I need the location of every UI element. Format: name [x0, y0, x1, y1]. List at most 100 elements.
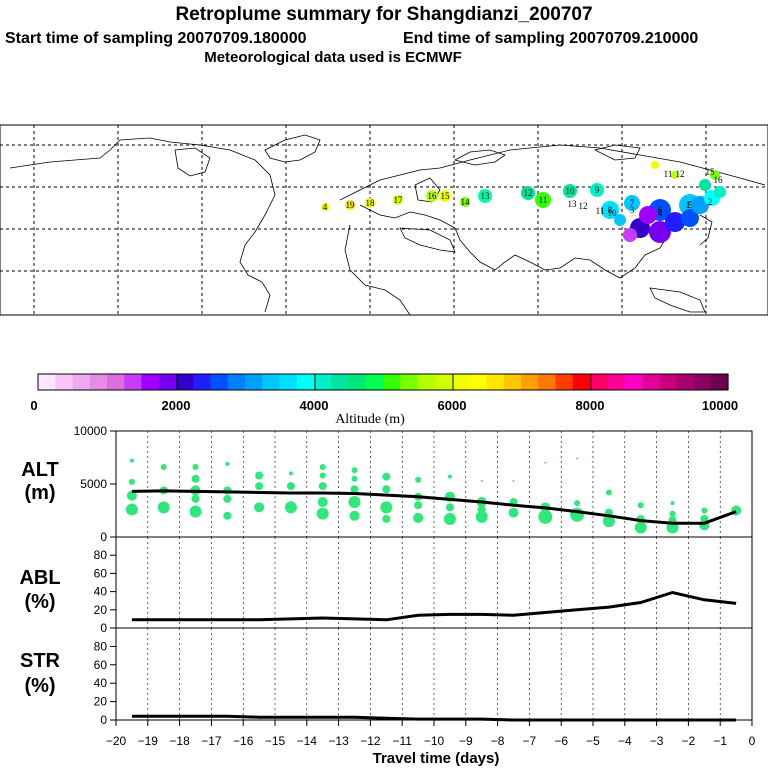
alt-scatter-point — [382, 472, 391, 481]
plume-day-label: 10 — [566, 186, 576, 196]
plume-day-label: 17 — [394, 195, 404, 205]
plume-marker — [460, 197, 470, 207]
plume-day-label: 16 — [428, 191, 438, 201]
colorbar-swatch — [89, 374, 108, 390]
alt-scatter-point — [255, 482, 264, 491]
alt-scatter-point — [544, 461, 547, 464]
colorbar-swatch — [124, 374, 143, 390]
alt-scatter-point — [191, 474, 200, 483]
plume-marker — [624, 195, 640, 211]
alt-scatter-point — [637, 502, 644, 509]
colorbar-swatch — [158, 374, 177, 390]
map-coastlines — [9, 134, 766, 316]
colorbar-swatch — [55, 374, 74, 390]
alt-scatter-point — [286, 482, 295, 491]
alt-scatter-point — [382, 485, 391, 494]
abl-tick-label: 60 — [94, 566, 108, 580]
plume-day-label: 12 — [524, 188, 533, 198]
str-tick-label: 0 — [100, 713, 107, 727]
alt-scatter-point — [255, 471, 264, 480]
alt-scatter-point — [602, 515, 615, 528]
colorbar-swatch — [417, 374, 436, 390]
plume-day-label: 5 — [688, 200, 693, 210]
alt-scatter-point — [223, 494, 232, 503]
alt-scatter-point — [192, 464, 199, 471]
abl-series-line — [131, 590, 737, 622]
alt-scatter-point — [349, 510, 360, 521]
plume-marker — [478, 189, 492, 203]
x-tick-label: −12 — [360, 734, 381, 748]
colorbar-swatch — [641, 374, 660, 390]
colorbar-swatch — [72, 374, 91, 390]
colorbar-tick-label: 4000 — [300, 398, 329, 413]
plume-day-label: 1 — [686, 200, 691, 210]
plume-marker — [563, 184, 577, 198]
alt-scatter-point — [538, 509, 553, 524]
colorbar-swatch — [262, 374, 281, 390]
x-tick-label: −19 — [138, 734, 159, 748]
plume-marker — [623, 228, 637, 242]
alt-scatter-point — [191, 494, 200, 503]
alt-scatter-point — [414, 501, 423, 510]
str-tick-label: 20 — [94, 695, 108, 709]
colorbar-swatch — [538, 374, 557, 390]
alt-scatter-point — [128, 478, 135, 485]
plume-day-label: 18 — [366, 198, 376, 208]
alt-scatter-point — [189, 505, 202, 518]
x-tick-label: −6 — [554, 734, 568, 748]
alt-scatter-point — [223, 511, 232, 520]
str-tick-label: 40 — [94, 676, 108, 690]
x-tick-label: −3 — [650, 734, 664, 748]
plume-day-label: 9 — [595, 185, 600, 195]
plume-marker — [439, 190, 451, 202]
plume-marker — [321, 203, 329, 211]
alt-scatter-point — [574, 500, 581, 507]
plume-day-label: 4 — [323, 202, 328, 212]
colorbar-swatch — [141, 374, 160, 390]
map-graticule — [0, 125, 768, 315]
alt-scatter-point — [670, 501, 675, 506]
str-series-line — [131, 714, 737, 722]
colorbar-swatch — [503, 374, 522, 390]
colorbar-swatch — [693, 374, 712, 390]
alt-tick-label: 10000 — [74, 424, 108, 438]
colorbar-tick-label: 2000 — [162, 398, 191, 413]
abl-tick-label: 80 — [94, 548, 108, 562]
colorbar-swatch — [624, 374, 643, 390]
plume-day-label: 13 — [481, 191, 491, 201]
colorbar-swatch — [607, 374, 626, 390]
alt-scatter-point — [254, 502, 265, 513]
str-label: STR — [20, 650, 61, 672]
plume-marker — [590, 183, 604, 197]
colorbar-swatch — [193, 374, 212, 390]
plume-day-label: 12 — [579, 201, 588, 211]
x-tick-label: −11 — [392, 734, 412, 748]
colorbar-tick-label: 8000 — [576, 398, 605, 413]
plume-day-label: 10 — [608, 208, 618, 218]
alt-scatter-point — [129, 458, 134, 463]
colorbar-swatch — [383, 374, 401, 390]
alt-scatter-point — [380, 501, 393, 514]
alt-scatter-point — [701, 507, 708, 514]
str-unit-label: (%) — [24, 675, 55, 697]
alt-tick-label: 5000 — [80, 477, 107, 491]
alt-scatter-point — [318, 482, 327, 491]
alt-scatter-point — [415, 476, 422, 483]
start-time-text: Start time of sampling 20070709.180000 — [5, 30, 307, 47]
plume-day-label: 3 — [630, 205, 635, 215]
alt-scatter-point — [382, 514, 391, 523]
abl-tick-label: 20 — [94, 603, 108, 617]
plume-marker — [714, 186, 726, 198]
colorbar-tick-label: 10000 — [702, 398, 738, 413]
alt-scatter-point — [351, 475, 358, 482]
chart-title: Retroplume summary for Shangdianzi_20070… — [175, 4, 592, 25]
x-tick-label: −15 — [265, 734, 286, 748]
alt-label: ALT — [21, 459, 58, 481]
alt-scatter-point — [225, 461, 230, 466]
plume-marker — [601, 201, 619, 219]
plume-day-label: 12 — [676, 169, 685, 179]
colorbar-swatch — [245, 374, 263, 390]
plume-marker — [649, 221, 671, 243]
colorbar-label: Altitude (m) — [335, 412, 405, 427]
